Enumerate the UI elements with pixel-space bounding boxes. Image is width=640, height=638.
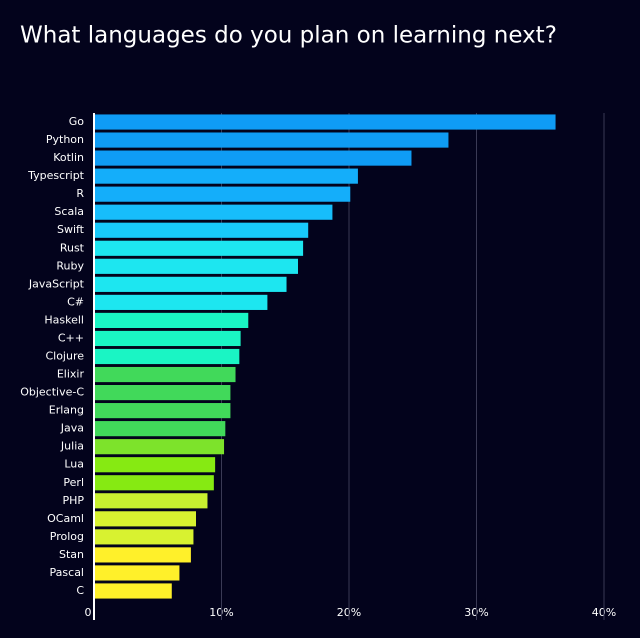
bar xyxy=(94,511,196,527)
bar xyxy=(94,222,309,238)
y-tick-label: Python xyxy=(46,133,84,146)
bar xyxy=(94,240,304,256)
y-tick-label: Erlang xyxy=(49,404,84,417)
y-tick-label: Clojure xyxy=(45,350,84,363)
bar xyxy=(94,439,225,455)
bar xyxy=(94,348,240,365)
y-tick-label: Java xyxy=(60,422,84,435)
bar xyxy=(94,457,216,473)
bar xyxy=(94,150,412,166)
y-tick-label: Stan xyxy=(59,548,84,561)
x-tick-label: 0 xyxy=(85,606,92,619)
y-tick-label: Objective-C xyxy=(20,386,84,399)
y-tick-label: Julia xyxy=(60,440,84,453)
bar xyxy=(94,330,241,347)
bar xyxy=(94,384,231,401)
y-tick-label: Swift xyxy=(57,223,85,236)
bar xyxy=(94,168,358,184)
bar xyxy=(94,258,298,274)
y-tick-label: Rust xyxy=(60,241,85,254)
y-tick-label: Go xyxy=(69,115,85,128)
bar xyxy=(94,294,268,310)
y-tick-label: R xyxy=(76,187,84,200)
y-tick-label: C xyxy=(76,584,84,597)
y-tick-label: Perl xyxy=(63,476,84,489)
bar xyxy=(94,276,287,292)
bar xyxy=(94,366,236,383)
y-tick-label: PHP xyxy=(62,494,84,507)
bar xyxy=(94,475,214,491)
bar xyxy=(94,565,180,581)
bar xyxy=(94,583,172,599)
bar xyxy=(94,204,333,220)
y-tick-label: OCaml xyxy=(47,512,84,525)
bar xyxy=(94,312,249,329)
bar xyxy=(94,493,208,509)
y-tick-label: Kotlin xyxy=(53,151,84,164)
y-tick-label: C# xyxy=(67,295,84,308)
bar xyxy=(94,403,231,419)
chart-title: What languages do you plan on learning n… xyxy=(20,23,557,49)
y-tick-label: JavaScript xyxy=(28,277,85,290)
y-tick-label: Typescript xyxy=(27,169,85,182)
bar xyxy=(94,547,191,563)
y-tick-label: Ruby xyxy=(56,259,84,272)
y-tick-label: Pascal xyxy=(50,566,84,579)
bar xyxy=(94,186,351,202)
y-tick-label: Scala xyxy=(54,205,84,218)
y-tick-label: Prolog xyxy=(50,530,84,543)
bar xyxy=(94,529,194,545)
y-tick-label: C++ xyxy=(58,331,84,344)
bar xyxy=(94,114,556,130)
bar xyxy=(94,421,226,437)
y-tick-label: Haskell xyxy=(44,313,84,326)
bar xyxy=(94,132,449,148)
y-tick-label: Lua xyxy=(64,458,84,471)
y-tick-label: Elixir xyxy=(57,368,85,381)
